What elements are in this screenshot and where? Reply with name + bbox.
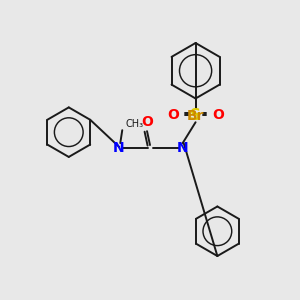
Text: CH₃: CH₃ <box>125 119 143 129</box>
Text: N: N <box>112 141 124 155</box>
Text: O: O <box>212 108 224 122</box>
Text: Br: Br <box>187 109 204 123</box>
Text: O: O <box>167 108 179 122</box>
Text: O: O <box>141 115 153 129</box>
Text: S: S <box>190 108 201 123</box>
Text: N: N <box>177 141 188 155</box>
